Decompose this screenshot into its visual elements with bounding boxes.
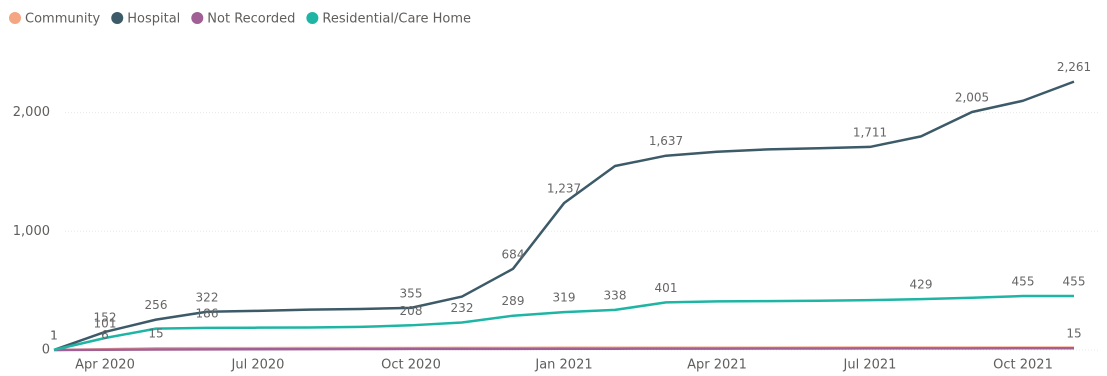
series-line	[53, 294, 1074, 352]
data-label: 401	[655, 281, 678, 295]
data-label: 208	[400, 304, 423, 318]
x-tick-label: Apr 2020	[75, 358, 135, 373]
legend-label: Hospital	[127, 12, 180, 27]
x-tick-label: Jul 2021	[843, 358, 897, 373]
data-label: 186	[196, 306, 219, 320]
legend-marker	[111, 12, 124, 24]
legend-label: Not Recorded	[207, 12, 295, 27]
data-label: 319	[553, 291, 576, 305]
data-label: 355	[400, 286, 423, 300]
data-label: 2,261	[1057, 60, 1091, 74]
x-tick-label: Jul 2020	[231, 358, 285, 373]
data-label: 1,711	[853, 125, 887, 139]
data-label: 338	[604, 288, 627, 302]
data-label: 289	[502, 294, 525, 308]
data-label: 15	[148, 327, 163, 341]
data-label: 455	[1012, 274, 1035, 288]
data-label: 1	[50, 328, 58, 342]
legend-label: Residential/Care Home	[322, 12, 471, 27]
data-label: 152	[94, 310, 117, 324]
y-tick-label: 2,000	[13, 105, 50, 120]
y-tick-label: 1,000	[13, 224, 50, 239]
data-label: 429	[910, 278, 933, 292]
series-line	[53, 346, 1074, 352]
series-line	[53, 80, 1075, 352]
data-label: 2,005	[955, 91, 989, 105]
x-tick-label: Apr 2021	[687, 358, 747, 373]
data-label: 684	[502, 247, 525, 261]
data-label: 256	[145, 298, 168, 312]
legend-marker	[9, 12, 21, 24]
data-label: 322	[196, 290, 219, 304]
data-label: 1	[50, 328, 58, 342]
data-label: 15	[1066, 327, 1081, 341]
x-tick-label: Oct 2021	[993, 358, 1053, 373]
data-label: 6	[101, 328, 109, 342]
x-tick-label: Oct 2020	[381, 358, 441, 373]
data-label: 455	[1063, 274, 1086, 288]
data-label: 1,637	[649, 134, 683, 148]
x-tick-label: Jan 2021	[534, 358, 592, 373]
data-label: 101	[94, 317, 117, 331]
legend-label: Community	[25, 12, 101, 27]
legend-marker	[191, 12, 204, 24]
y-tick-label: 0	[42, 343, 50, 358]
data-label: 232	[451, 301, 474, 315]
data-label: 1,237	[547, 182, 581, 196]
legend-marker	[306, 12, 319, 24]
